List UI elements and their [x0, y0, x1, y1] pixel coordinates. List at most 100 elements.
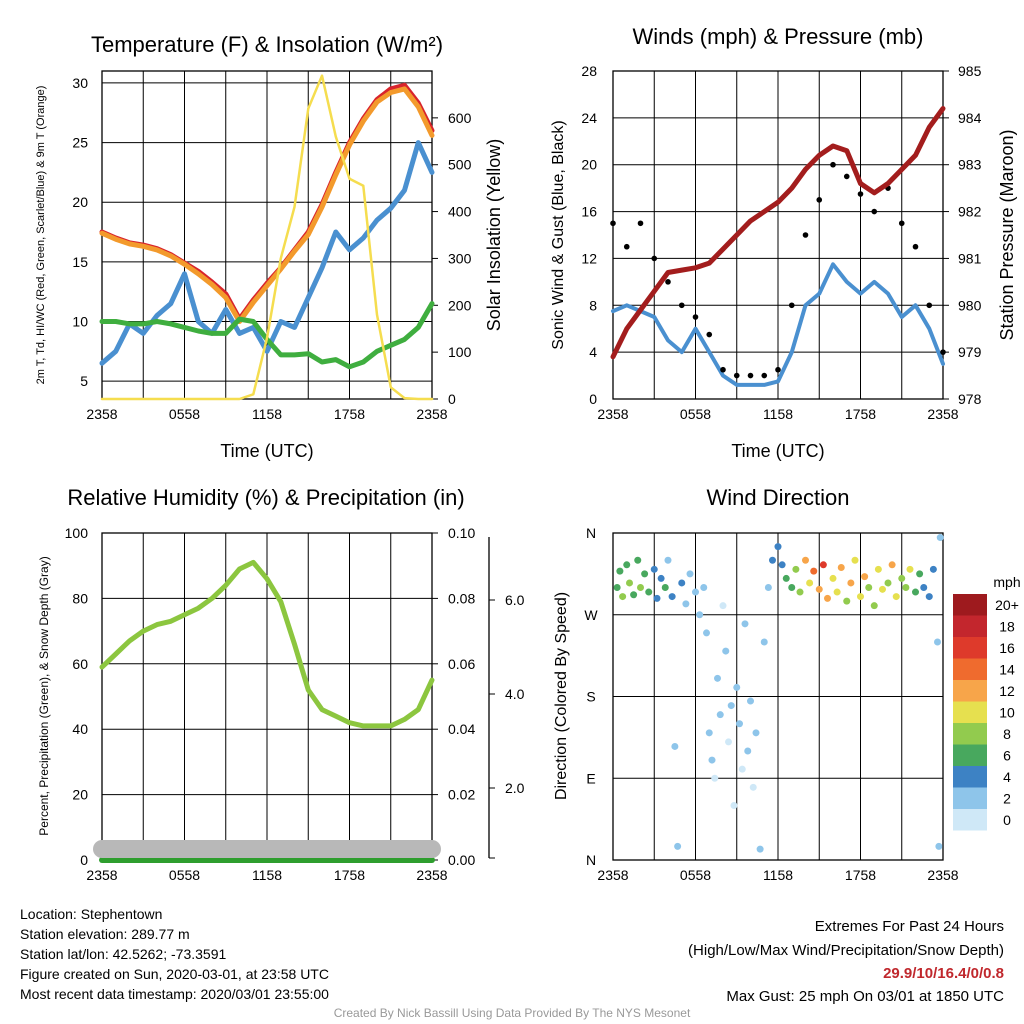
- extremes-subtitle: (High/Low/Max Wind/Precipitation/Snow De…: [688, 942, 1004, 959]
- rh-x-tick-label: 2358: [416, 867, 447, 883]
- chart-title: Relative Humidity (%) & Precipitation (i…: [67, 485, 464, 510]
- direction-point: [744, 747, 752, 755]
- direction-point: [851, 556, 859, 564]
- rh-x-tick-label: 1158: [252, 867, 282, 883]
- temp-y-tick-label: 30: [72, 75, 88, 91]
- direction-point: [711, 774, 719, 782]
- direction-point: [653, 594, 661, 602]
- direction-point: [829, 574, 837, 582]
- wind-y2-tick-label: 983: [958, 157, 982, 173]
- dir-x-tick-label: 2358: [597, 867, 628, 883]
- series-rh: [99, 559, 435, 729]
- direction-point: [782, 574, 790, 582]
- direction-point: [686, 570, 694, 578]
- legend-swatch: [953, 615, 987, 637]
- series-temp_9m: [99, 86, 435, 324]
- wind-y2-tick-label: 980: [958, 297, 982, 313]
- wind-x-tick-label: 1758: [845, 406, 876, 422]
- direction-point: [696, 611, 704, 619]
- dir-y-tick-label: W: [584, 607, 598, 623]
- snow-axis-tick-label: 4.0: [505, 686, 525, 702]
- winds-pressure-chart: Winds (mph) & Pressure (mb) 0 4 8 12 16 20 24 28…: [550, 24, 1017, 461]
- dir-y-tick-label: S: [586, 689, 595, 705]
- wind-x-tick-label: 0558: [680, 406, 711, 422]
- wind-y-axis-label: Sonic Wind & Gust (Blue, Black): [550, 120, 567, 349]
- snow-axis-tick-label: 2.0: [505, 780, 525, 796]
- gust-point: [733, 372, 740, 379]
- direction-point: [935, 842, 943, 850]
- direction-point: [682, 600, 690, 608]
- direction-point: [623, 561, 631, 569]
- direction-point: [641, 570, 649, 578]
- wind-y2-tick-label: 982: [958, 204, 982, 220]
- gust-point: [761, 372, 768, 379]
- temp-y-tick-label: 20: [72, 194, 88, 210]
- gust-point: [623, 243, 630, 250]
- direction-point: [764, 584, 772, 591]
- rh-y2-tick-label: 0.06: [448, 656, 475, 672]
- legend-swatch: [953, 744, 987, 766]
- rh-y-tick-label: 20: [72, 787, 88, 803]
- direction-point: [888, 561, 896, 569]
- dir-x-tick-label: 2358: [927, 867, 958, 883]
- rh-y-tick-label: 80: [72, 590, 88, 606]
- gust-point: [706, 331, 713, 338]
- direction-point: [664, 556, 672, 564]
- temp-y2-tick-label: 0: [448, 391, 456, 407]
- temp-y-tick-label: 25: [72, 135, 88, 151]
- direction-point: [810, 567, 818, 575]
- direction-point: [857, 593, 864, 601]
- direction-point: [708, 756, 716, 764]
- gust-point: [720, 366, 726, 373]
- dir-y-tick-label: N: [586, 852, 596, 868]
- legend-label: 0: [1003, 812, 1011, 828]
- series-pressure: [610, 106, 946, 360]
- legend-swatch: [953, 594, 987, 616]
- wind-y-tick-label: 16: [581, 204, 597, 220]
- direction-point: [752, 729, 760, 737]
- direction-point: [619, 593, 627, 601]
- gust-point: [898, 220, 905, 227]
- wind-y-tick-label: 28: [581, 63, 597, 79]
- gust-point: [857, 191, 864, 197]
- direction-point: [634, 556, 642, 564]
- temp-x-tick-label: 0558: [169, 406, 200, 422]
- rh-y2-tick-label: 0.04: [448, 721, 475, 737]
- legend-label: 12: [999, 683, 1015, 699]
- direction-point: [674, 842, 682, 850]
- direction-point: [749, 783, 757, 791]
- temp-x-tick-label: 2358: [86, 406, 117, 422]
- legend-swatch: [953, 658, 987, 680]
- gust-point: [678, 302, 685, 309]
- legend-label: 10: [999, 705, 1015, 721]
- direction-point: [870, 602, 878, 610]
- rh-x-tick-label: 1758: [334, 867, 365, 883]
- direction-point: [824, 594, 831, 602]
- gust-point: [692, 314, 699, 320]
- legend-label: 14: [999, 662, 1015, 678]
- direction-point: [703, 629, 710, 637]
- recent-data-text: Most recent data timestamp: 2020/03/01 2…: [20, 986, 329, 1002]
- max-gust-text: Max Gust: 25 mph On 03/01 at 1850 UTC: [726, 988, 1004, 1005]
- direction-point: [747, 697, 754, 705]
- direction-point: [815, 585, 823, 593]
- wind-x-tick-label: 2358: [927, 406, 958, 422]
- direction-point: [819, 561, 827, 569]
- temp-x-tick-label: 1158: [252, 406, 282, 422]
- elevation-text: Station elevation: 289.77 m: [20, 926, 190, 942]
- series-solar: [100, 74, 434, 401]
- wind-y-tick-label: 8: [589, 297, 597, 313]
- legend-label: 4: [1003, 769, 1011, 785]
- wind-y2-tick-label: 979: [958, 344, 982, 360]
- chart-title: Temperature (F) & Insolation (W/m²): [91, 32, 443, 57]
- temp-x-tick-label: 2358: [416, 406, 447, 422]
- wind-y-tick-label: 20: [581, 157, 597, 173]
- legend-swatch: [953, 723, 987, 745]
- direction-point: [725, 738, 732, 746]
- temp-x-axis-label: Time (UTC): [220, 441, 313, 461]
- rh-y2-tick-label: 0.02: [448, 787, 475, 803]
- series-wind: [611, 262, 945, 387]
- direction-point: [806, 579, 814, 587]
- direction-point: [719, 602, 727, 610]
- direction-point: [843, 597, 851, 605]
